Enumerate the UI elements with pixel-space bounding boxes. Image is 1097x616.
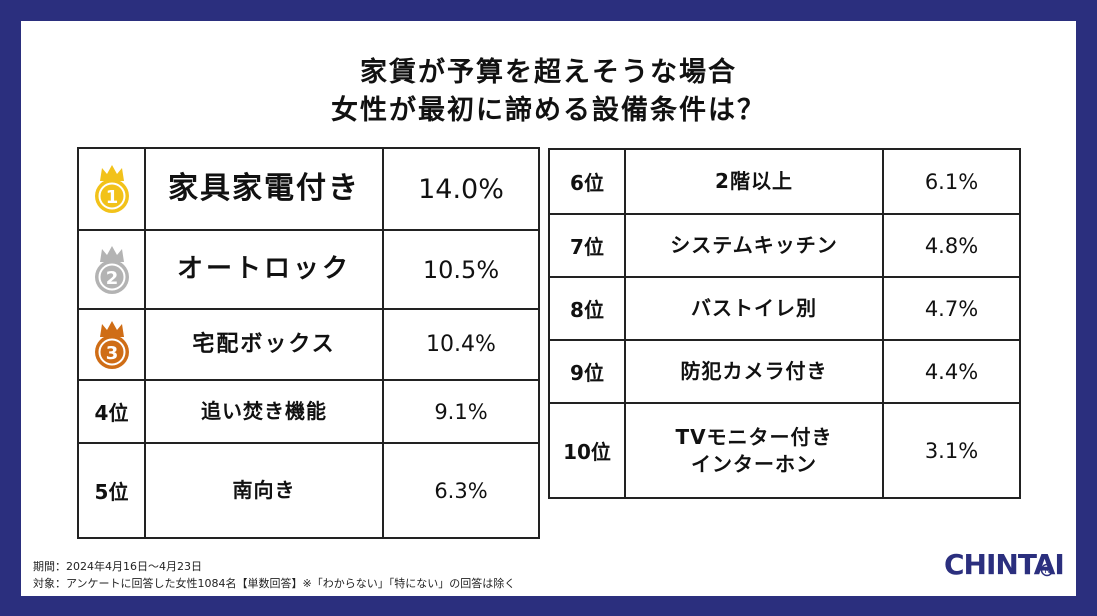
silver-medal-icon: 2	[94, 245, 129, 294]
rank-medal-cell: 3	[77, 308, 146, 381]
percentage-value: 3.1%	[882, 402, 1021, 499]
medal-number: 3	[105, 343, 118, 364]
rank-label: 4位	[77, 379, 146, 444]
percentage-value: 9.1%	[382, 379, 540, 444]
condition-label: 防犯カメラ付き	[624, 339, 884, 404]
rank-label: 6位	[548, 148, 626, 215]
percentage-value: 14.0%	[382, 147, 540, 231]
rank-label: 7位	[548, 213, 626, 278]
page-title-line2: 女性が最初に諦める設備条件は？	[331, 95, 766, 126]
medal-number: 2	[105, 268, 118, 289]
rank-label: 8位	[548, 276, 626, 341]
page-title-line1: 家賃が予算を超えそうな場合	[360, 57, 737, 88]
condition-label: バストイレ別	[624, 276, 884, 341]
ranking-row: 3 宅配ボックス 10.4%	[77, 308, 540, 381]
ranking-table-left: 1 家具家電付き 14.0% 2 オートロック 10.5% 3 宅配ボックス 10.4% 4位 追い…	[77, 147, 540, 539]
ranking-row: 1 家具家電付き 14.0%	[77, 147, 540, 231]
percentage-value: 6.1%	[882, 148, 1021, 215]
ranking-row: 6位 2階以上 6.1%	[548, 148, 1021, 215]
condition-label: 南向き	[144, 442, 384, 539]
rank-label: 9位	[548, 339, 626, 404]
rank-label: 10位	[548, 402, 626, 499]
ranking-row: 2 オートロック 10.5%	[77, 229, 540, 310]
svg-text:R: R	[1044, 566, 1050, 575]
condition-label: 宅配ボックス	[144, 308, 384, 381]
ranking-row: 10位 TVモニター付き インターホン 3.1%	[548, 402, 1021, 499]
condition-label: 2階以上	[624, 148, 884, 215]
survey-target: 対象：アンケートに回答した女性1084名【単数回答】※「わからない」「特にない」…	[33, 577, 516, 590]
bronze-medal-icon: 3	[94, 320, 129, 369]
percentage-value: 6.3%	[382, 442, 540, 539]
ranking-row: 4位 追い焚き機能 9.1%	[77, 379, 540, 444]
percentage-value: 4.7%	[882, 276, 1021, 341]
percentage-value: 4.8%	[882, 213, 1021, 278]
percentage-value: 10.4%	[382, 308, 540, 381]
ranking-row: 8位 バストイレ別 4.7%	[548, 276, 1021, 341]
condition-label: オートロック	[144, 229, 384, 310]
condition-label: システムキッチン	[624, 213, 884, 278]
ranking-row: 7位 システムキッチン 4.8%	[548, 213, 1021, 278]
survey-period: 期間：2024年4月16日～4月23日	[33, 560, 202, 573]
condition-label: TVモニター付き インターホン	[624, 402, 884, 499]
condition-label: 追い焚き機能	[144, 379, 384, 444]
rank-medal-cell: 1	[77, 147, 146, 231]
percentage-value: 10.5%	[382, 229, 540, 310]
chintai-logo-mark-icon: R	[1040, 563, 1054, 577]
condition-label: 家具家電付き	[144, 147, 384, 231]
gold-medal-icon: 1	[94, 165, 129, 213]
percentage-value: 4.4%	[882, 339, 1021, 404]
medal-number: 1	[105, 187, 118, 208]
ranking-row: 5位 南向き 6.3%	[77, 442, 540, 539]
rank-label: 5位	[77, 442, 146, 539]
rank-medal-cell: 2	[77, 229, 146, 310]
ranking-table-right: 6位 2階以上 6.1% 7位 システムキッチン 4.8% 8位 バストイレ別 4.7% 9位 防犯…	[548, 148, 1021, 499]
ranking-row: 9位 防犯カメラ付き 4.4%	[548, 339, 1021, 404]
